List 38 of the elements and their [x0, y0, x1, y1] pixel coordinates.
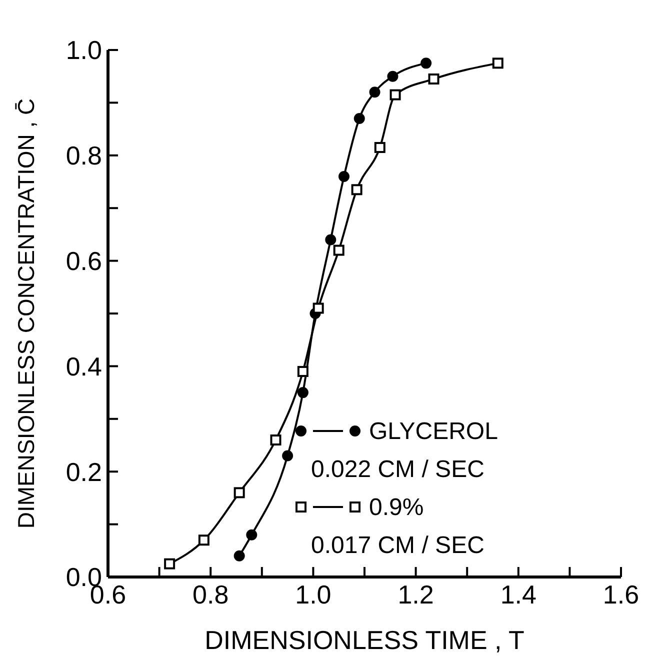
- point: [428, 73, 440, 84]
- point: [325, 234, 336, 246]
- y-tick-label: 0.8: [66, 140, 102, 171]
- point: [297, 366, 308, 377]
- point: [351, 184, 362, 196]
- point: [338, 170, 350, 182]
- y-axis-title: DIMENSIONLESS CONCENTRATION , C̄: [13, 98, 40, 529]
- point: [492, 58, 504, 69]
- point: [369, 86, 380, 98]
- point: [387, 70, 398, 82]
- x-tick-label: 1.4: [500, 579, 536, 610]
- y-tick-label: 0.6: [66, 246, 102, 276]
- legend-label: GLYCEROL: [369, 418, 498, 445]
- point: [312, 302, 324, 314]
- y-tick-label: 0.2: [66, 456, 102, 487]
- point: [198, 534, 210, 546]
- point: [282, 450, 294, 462]
- point: [270, 434, 282, 446]
- point: [297, 387, 308, 398]
- point: [390, 89, 401, 100]
- y-tick-label: 0.4: [66, 351, 102, 382]
- x-tick-label: 1.2: [398, 579, 434, 610]
- y-tick-label: 1.0: [66, 35, 102, 66]
- point: [354, 113, 365, 124]
- x-axis-title: DIMENSIONLESS TIME , T: [204, 625, 524, 655]
- point: [234, 487, 245, 498]
- point: [164, 558, 176, 570]
- legend-label: 0.9%: [369, 494, 424, 521]
- annotation: 0.017 CM / SEC: [311, 532, 484, 559]
- annotation: 0.022 CM / SEC: [311, 456, 484, 483]
- x-tick-label: 1.6: [602, 579, 640, 610]
- point: [420, 58, 432, 69]
- x-tick-label: 0.8: [192, 579, 229, 610]
- point: [374, 142, 386, 153]
- point: [246, 529, 258, 540]
- point: [333, 244, 344, 256]
- point: [234, 550, 245, 562]
- x-tick-label: 1.0: [295, 579, 332, 610]
